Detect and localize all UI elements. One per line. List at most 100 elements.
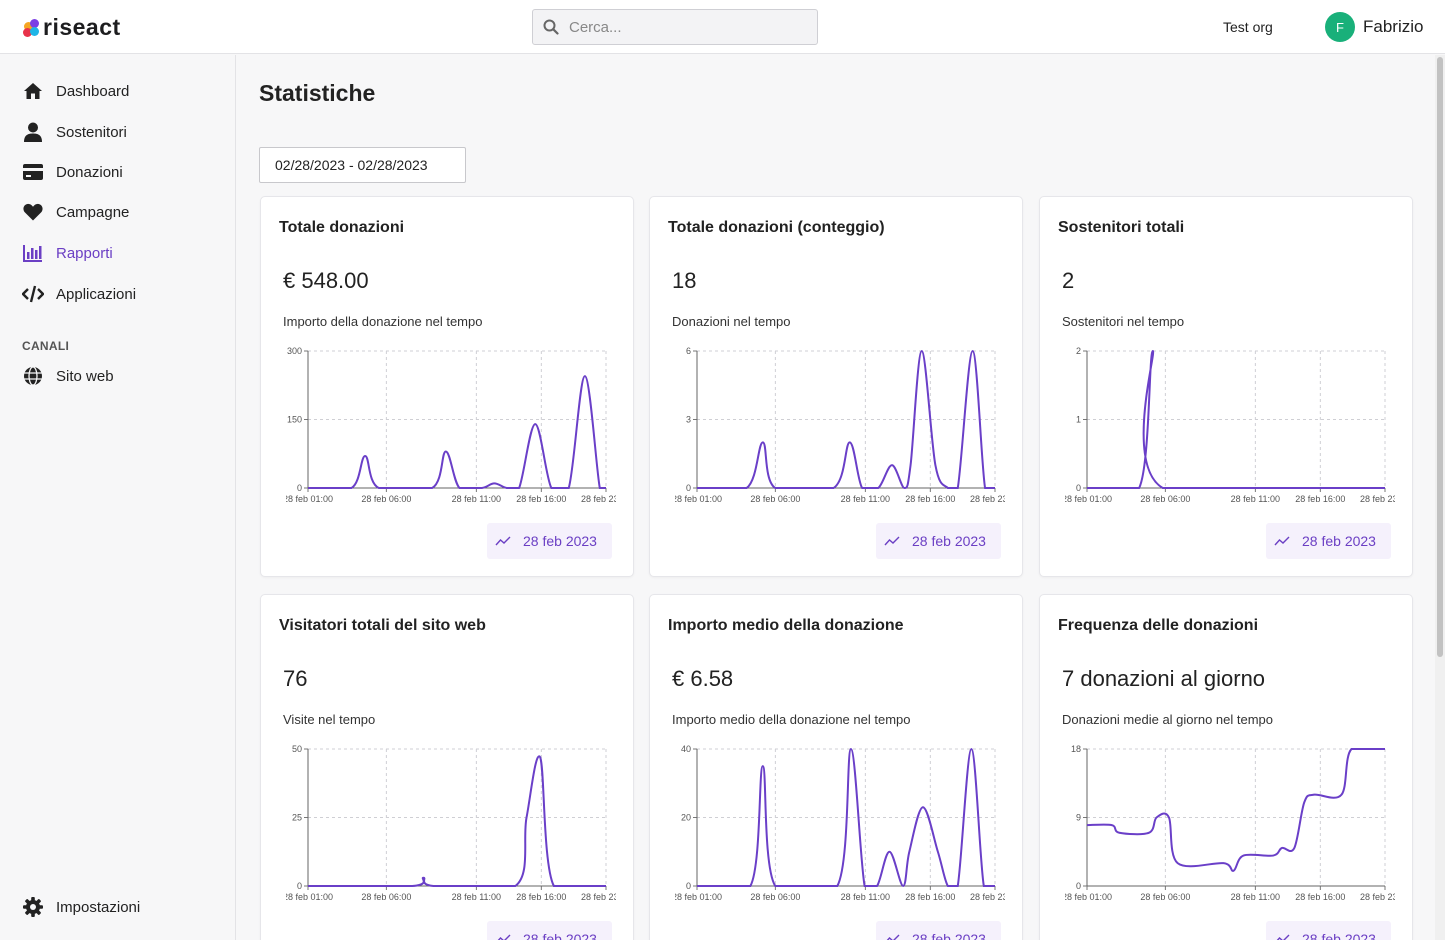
credit-card-icon [22,161,44,183]
logo-mark-icon [22,17,42,39]
top-bar: riseact Test org F Fabrizio [0,0,1445,54]
sidebar-item-impostazioni[interactable]: Impostazioni [22,896,140,918]
sidebar-item-label: Dashboard [56,82,130,100]
section-label-canali: CANALI [22,339,70,353]
x-tick-label: 28 feb 01:00 [286,494,333,504]
x-tick-label: 28 feb 06:00 [750,494,800,504]
x-tick-label: 28 feb 16:00 [1295,494,1345,504]
y-tick-label: 300 [287,346,302,356]
sidebar-item-label: Applicazioni [56,285,137,303]
sidebar-item-label: Campagne [56,203,130,221]
x-tick-label: 28 feb 01:00 [675,892,722,902]
x-tick-label: 28 feb 23:00 [581,892,616,902]
date-badge-label: 28 feb 2023 [523,533,597,549]
heart-icon [22,201,44,223]
x-tick-label: 28 feb 06:00 [1140,892,1190,902]
x-tick-label: 28 feb 16:00 [516,892,566,902]
trend-icon [884,536,900,546]
search-box [532,9,818,45]
x-tick-label: 28 feb 11:00 [841,494,890,504]
card-title: Visitatori totali del sito web [279,617,486,634]
line-chart: 0 25 50 28 feb 01:00 28 feb 06:00 28 feb 11:0… [286,744,616,902]
card-value: 18 [672,268,697,293]
card-value: € 6.58 [672,666,734,691]
card-value: 76 [283,666,308,691]
trend-icon [495,934,511,940]
search-input[interactable] [569,10,809,44]
sidebar-item-sito-web[interactable]: Sito web [22,365,114,387]
bar-chart-icon [22,242,44,264]
card-subtitle: Importo medio della donazione nel tempo [672,712,911,727]
y-tick-label: 20 [681,813,691,823]
date-range-picker[interactable]: 02/28/2023 - 02/28/2023 [259,147,466,183]
card-value: 7 donazioni al giorno [1062,666,1266,691]
x-tick-label: 28 feb 16:00 [516,494,566,504]
card-subtitle: Sostenitori nel tempo [1062,314,1185,329]
logo[interactable]: riseact [22,14,121,41]
sidebar-item-label: Rapporti [56,244,113,262]
x-tick-label: 28 feb 16:00 [905,494,955,504]
sidebar-item-applicazioni[interactable]: Applicazioni [22,283,136,305]
x-tick-label: 28 feb 23:00 [970,494,1005,504]
y-tick-label: 150 [287,415,302,425]
y-tick-label: 0 [297,881,302,891]
code-icon [22,283,44,305]
date-badge[interactable]: 28 feb 2023 [487,523,612,559]
y-tick-label: 0 [1076,483,1081,493]
trend-icon [1274,934,1290,940]
y-tick-label: 9 [1076,813,1081,823]
sidebar-item-campagne[interactable]: Campagne [22,201,129,223]
page-title: Statistiche [259,80,376,106]
card-subtitle: Importo della donazione nel tempo [283,314,483,329]
series-line [696,349,995,490]
y-tick-label: 50 [292,744,302,754]
y-tick-label: 0 [1076,881,1081,891]
date-badge-label: 28 feb 2023 [523,931,597,940]
x-tick-label: 28 feb 16:00 [1295,892,1345,902]
x-tick-label: 28 feb 06:00 [750,892,800,902]
line-chart: 0 150 300 28 feb 01:00 28 feb 06:00 28 feb 11… [286,346,616,504]
date-badge[interactable]: 28 feb 2023 [1266,921,1391,940]
y-tick-label: 0 [686,483,691,493]
y-tick-label: 6 [686,346,691,356]
trend-icon [884,934,900,940]
sidebar: Dashboard Sostenitori Donazioni Campagne… [0,55,236,940]
globe-icon [22,365,44,387]
sidebar-item-dashboard[interactable]: Dashboard [22,80,129,102]
y-tick-label: 0 [297,483,302,493]
card-title: Totale donazioni (conteggio) [668,219,885,236]
y-tick-label: 3 [686,415,691,425]
date-badge[interactable]: 28 feb 2023 [487,921,612,940]
date-badge-label: 28 feb 2023 [912,931,986,940]
card-title: Totale donazioni [279,219,405,236]
y-tick-label: 40 [681,744,691,754]
user-name: Fabrizio [1363,17,1424,36]
series-line [307,755,606,888]
line-chart: 0 9 18 28 feb 01:00 28 feb 06:00 28 feb 11:00… [1065,744,1395,902]
sidebar-item-sostenitori[interactable]: Sostenitori [22,121,127,143]
y-tick-label: 2 [1076,346,1081,356]
scrollbar[interactable] [1435,55,1445,940]
user-menu[interactable]: F Fabrizio [1325,12,1423,42]
org-switcher[interactable]: Test org [1223,19,1273,35]
date-badge[interactable]: 28 feb 2023 [876,921,1001,940]
x-tick-label: 28 feb 11:00 [452,494,501,504]
stat-card: Frequenza delle donazioni 7 donazioni al… [1039,594,1413,940]
date-badge[interactable]: 28 feb 2023 [1266,523,1391,559]
user-icon [22,121,44,143]
trend-icon [495,536,511,546]
sidebar-item-label: Sito web [56,367,114,385]
sidebar-item-donazioni[interactable]: Donazioni [22,161,123,183]
scrollbar-thumb[interactable] [1437,57,1443,657]
line-chart: 0 20 40 28 feb 01:00 28 feb 06:00 28 feb 11:0… [675,744,1005,902]
x-tick-label: 28 feb 06:00 [361,494,411,504]
card-subtitle: Visite nel tempo [283,712,376,727]
stat-card: Totale donazioni € 548.00 Importo della … [260,196,634,577]
line-chart: 0 1 2 28 feb 01:00 28 feb 06:00 28 feb 11:00 2… [1065,346,1395,504]
date-badge[interactable]: 28 feb 2023 [876,523,1001,559]
series-line [307,375,606,490]
x-tick-label: 28 feb 01:00 [675,494,722,504]
sidebar-item-rapporti[interactable]: Rapporti [22,242,113,264]
date-badge-label: 28 feb 2023 [1302,533,1376,549]
x-tick-label: 28 feb 06:00 [1140,494,1190,504]
